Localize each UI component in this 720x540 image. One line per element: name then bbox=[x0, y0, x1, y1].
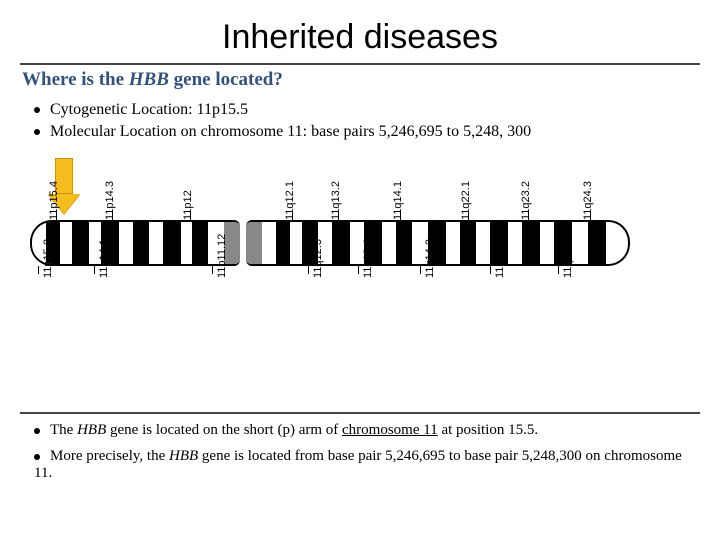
bullet-icon bbox=[34, 454, 40, 460]
gene-name: HBB bbox=[169, 448, 198, 464]
band bbox=[119, 222, 133, 264]
tick bbox=[38, 266, 39, 274]
band-label: 11q24.3 bbox=[582, 181, 594, 220]
band bbox=[149, 222, 163, 264]
band bbox=[522, 222, 540, 264]
band-label: 11q22.3 bbox=[494, 239, 506, 278]
tick bbox=[558, 266, 559, 274]
band bbox=[192, 222, 208, 264]
molecular-line: Molecular Location on chromosome 11: bas… bbox=[34, 123, 720, 141]
bullet-icon bbox=[34, 428, 40, 434]
band-label: 11q13.2 bbox=[330, 181, 342, 220]
band bbox=[262, 222, 276, 264]
band bbox=[588, 222, 606, 264]
f1-pre: The bbox=[50, 422, 77, 438]
band bbox=[476, 222, 490, 264]
band-label: 11q23.2 bbox=[520, 181, 532, 220]
band-label: 11p11.12 bbox=[216, 234, 228, 278]
f2-pre: More precisely, the bbox=[50, 448, 169, 464]
band bbox=[572, 222, 588, 264]
band-label: 11q22.1 bbox=[460, 181, 472, 220]
cytogenetic-line: Cytogenetic Location: 11p15.5 bbox=[34, 101, 720, 119]
tick bbox=[94, 266, 95, 274]
divider-mid bbox=[20, 412, 700, 414]
tick bbox=[490, 266, 491, 274]
band-label: 11p14.3 bbox=[104, 181, 116, 220]
question-suffix: gene located? bbox=[169, 69, 283, 90]
band bbox=[606, 222, 620, 264]
band bbox=[181, 222, 193, 264]
band bbox=[133, 222, 149, 264]
band-label: 11p12 bbox=[182, 190, 194, 220]
band-label: 11p15.2 bbox=[42, 239, 54, 278]
band bbox=[246, 222, 262, 264]
band-label: 11p15.4 bbox=[48, 181, 60, 220]
band-label: 11q13.4 bbox=[362, 239, 374, 278]
f1-mid: gene is located on the short (p) arm of bbox=[106, 422, 342, 438]
band-label: 11q12.1 bbox=[284, 181, 296, 220]
gene-name: HBB bbox=[77, 422, 106, 438]
band bbox=[276, 222, 290, 264]
band-label: 11q14.1 bbox=[392, 181, 404, 220]
cyto-text: Cytogenetic Location: 11p15.5 bbox=[50, 101, 248, 118]
chromosome-ideogram: 11p15.411p14.311p1211q12.111q13.211q14.1… bbox=[30, 220, 690, 420]
f1-post: at position 15.5. bbox=[438, 422, 538, 438]
tick bbox=[212, 266, 213, 274]
band bbox=[508, 222, 522, 264]
band bbox=[540, 222, 554, 264]
band-label: 11p14.1 bbox=[98, 239, 110, 278]
bullet-icon bbox=[34, 107, 40, 113]
page-title: Inherited diseases bbox=[0, 0, 720, 57]
band-label: 11q24.1 bbox=[562, 239, 574, 278]
footer-line-2: More precisely, the HBB gene is located … bbox=[34, 448, 690, 482]
band bbox=[460, 222, 476, 264]
band bbox=[332, 222, 350, 264]
band bbox=[396, 222, 412, 264]
bullet-icon bbox=[34, 129, 40, 135]
tick bbox=[308, 266, 309, 274]
divider-top bbox=[20, 63, 700, 65]
chromosome-link: chromosome 11 bbox=[342, 422, 438, 438]
band bbox=[446, 222, 460, 264]
band bbox=[290, 222, 302, 264]
question-prefix: Where is the bbox=[22, 69, 129, 90]
question-heading: Where is the HBB gene located? bbox=[22, 69, 720, 91]
band-label: 11q12.3 bbox=[312, 239, 324, 278]
band bbox=[72, 222, 90, 264]
band bbox=[163, 222, 181, 264]
band bbox=[382, 222, 396, 264]
footer-line-1: The HBB gene is located on the short (p)… bbox=[34, 422, 690, 439]
band bbox=[60, 222, 72, 264]
mol-text: Molecular Location on chromosome 11: bas… bbox=[50, 123, 531, 140]
band-label: 11q14.3 bbox=[424, 239, 436, 278]
p-arm bbox=[30, 220, 240, 266]
tick bbox=[358, 266, 359, 274]
tick bbox=[420, 266, 421, 274]
gene-name: HBB bbox=[129, 69, 169, 90]
